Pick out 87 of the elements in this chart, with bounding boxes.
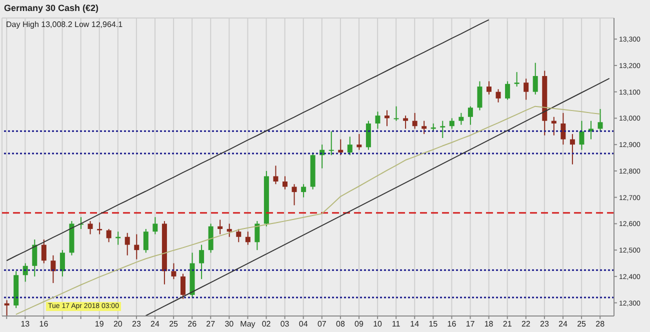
candlestick (356, 134, 362, 150)
x-tick-label: 25 (169, 320, 179, 329)
x-tick-label: 24 (150, 320, 160, 329)
x-tick-label: 22 (521, 320, 531, 329)
x-tick-label: 13 (20, 320, 30, 329)
candlestick (338, 138, 344, 156)
candlestick (88, 220, 93, 235)
annotation: Day High 13,008.2 Low 12,964.1 (6, 20, 123, 29)
candlestick (375, 111, 380, 130)
x-tick-label: 08 (336, 320, 346, 329)
candlestick (347, 136, 352, 156)
candlestick (171, 262, 176, 280)
candlestick (394, 106, 399, 122)
x-tick-label: 17 (466, 320, 476, 329)
x-tick-label: 04 (298, 320, 308, 329)
candlestick (579, 120, 584, 150)
x-tick-label: 27 (206, 320, 216, 329)
x-tick-label: 26 (188, 320, 198, 329)
candlestick (41, 239, 46, 264)
x-tick-label: 23 (540, 320, 550, 329)
x-tick-label: 09 (354, 320, 364, 329)
x-tick-label: May (240, 320, 256, 329)
line-series (145, 78, 610, 316)
candlestick (152, 216, 158, 235)
candlestick (551, 116, 556, 136)
candlestick (560, 112, 566, 146)
x-tick-label: 15 (428, 320, 438, 329)
x-tick-label: 14 (410, 320, 420, 329)
candlestick (199, 244, 204, 280)
candlestick (97, 222, 102, 235)
candlestick (218, 219, 223, 235)
candlestick (449, 118, 454, 130)
candlestick (134, 234, 140, 260)
x-tick-label: 07 (317, 320, 327, 329)
x-tick-label: 11 (392, 320, 401, 329)
candlestick (412, 112, 418, 130)
candlestick (301, 184, 306, 198)
candlestick (514, 72, 520, 88)
candlestick (60, 250, 65, 277)
candlestick (124, 232, 130, 256)
candlestick (273, 165, 278, 185)
candlestick (384, 110, 390, 127)
x-tick-label: 25 (577, 320, 587, 329)
candlestick (180, 273, 186, 300)
candlestick (422, 120, 427, 135)
candlestick (245, 231, 250, 246)
candlestick (403, 115, 408, 130)
candlestick (4, 300, 10, 316)
x-tick-label: 03 (280, 320, 290, 329)
candlestick (22, 262, 28, 282)
x-tick-label: 10 (373, 320, 383, 329)
x-tick-label: 28 (596, 320, 606, 329)
candlestick (440, 120, 446, 138)
candlestick (50, 254, 56, 284)
x-tick-label: 02 (262, 320, 272, 329)
line-series (15, 106, 601, 315)
candlestick (106, 228, 112, 243)
chart-title: Germany 30 Cash (€2) (4, 3, 99, 13)
x-tick-label: 30 (224, 320, 234, 329)
candlestick (477, 80, 482, 111)
candlestick (496, 88, 501, 103)
candlestick (226, 223, 232, 238)
candlestick (328, 130, 334, 156)
candlestick (458, 112, 464, 126)
candlestick (292, 184, 297, 206)
candlestick (524, 78, 529, 100)
x-tick-label: 21 (502, 320, 512, 329)
candlestick (32, 239, 38, 277)
x-tick-label: 24 (558, 320, 568, 329)
x-tick-label: 20 (113, 320, 123, 329)
x-tick-label: 19 (94, 320, 104, 329)
candlestick (366, 120, 371, 150)
candlestick (254, 220, 260, 251)
candlestick (236, 228, 242, 243)
candlestick (532, 62, 538, 95)
candlestick (143, 228, 148, 254)
x-tick-label: 16 (39, 320, 49, 329)
x-tick-label: 18 (484, 320, 494, 329)
candlestick (468, 106, 473, 126)
x-tick-label: 23 (132, 320, 142, 329)
candlestick (486, 80, 492, 95)
candlestick (570, 134, 575, 165)
candlestick (505, 80, 510, 100)
candlestick (282, 176, 288, 190)
candlestick (598, 108, 603, 132)
x-tick-label: 16 (447, 320, 457, 329)
candlestick (208, 223, 214, 254)
